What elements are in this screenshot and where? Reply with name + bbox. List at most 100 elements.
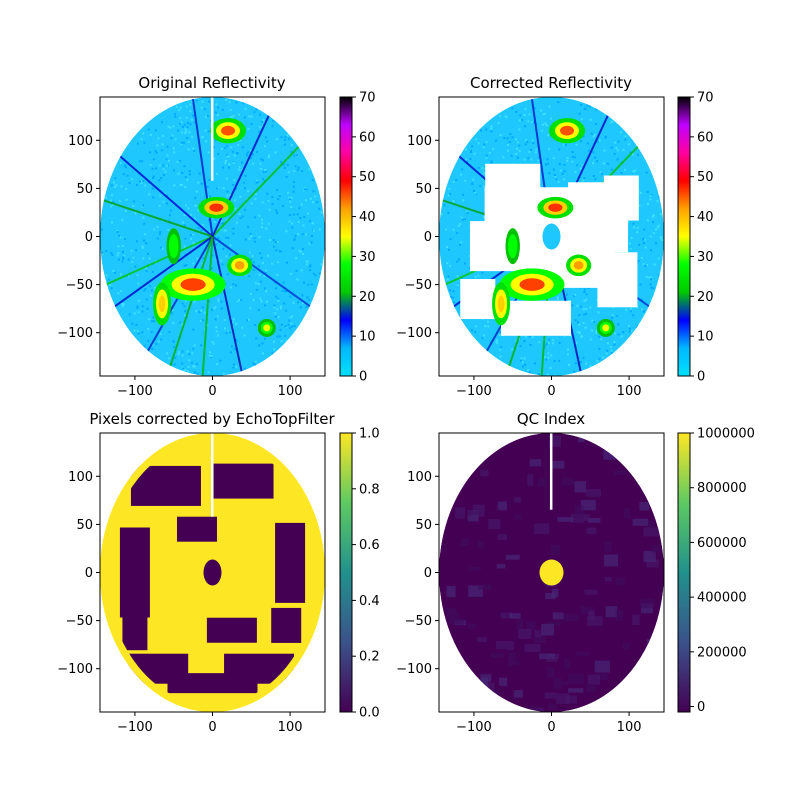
speckle <box>548 148 551 151</box>
colorbar-tick-label: 1.0 <box>359 427 380 442</box>
speckle <box>121 304 124 307</box>
speckle <box>597 335 600 338</box>
speckle <box>307 212 310 215</box>
speckle <box>299 306 302 309</box>
speckle <box>125 187 128 190</box>
speckle <box>148 318 151 321</box>
speckle <box>207 151 210 154</box>
speckle <box>545 124 548 127</box>
speckle <box>642 242 645 245</box>
texture-patch <box>614 470 627 476</box>
speckle <box>109 199 112 202</box>
speckle <box>234 284 237 287</box>
speckle <box>231 320 234 323</box>
speckle <box>292 190 295 193</box>
speckle <box>542 113 545 116</box>
speckle <box>300 203 303 206</box>
speckle <box>611 120 614 123</box>
texture-patch <box>604 577 612 582</box>
speckle <box>276 308 279 311</box>
speckle <box>520 357 523 360</box>
speckle <box>483 334 486 337</box>
speckle <box>617 323 620 326</box>
central-disc <box>542 223 561 250</box>
speckle <box>257 282 260 285</box>
speckle <box>283 143 286 146</box>
speckle <box>277 299 280 302</box>
speckle <box>285 290 288 293</box>
speckle <box>477 166 480 169</box>
speckle <box>265 227 268 230</box>
speckle <box>639 283 642 286</box>
speckle <box>592 175 595 178</box>
speckle <box>474 331 477 334</box>
speckle <box>250 115 253 118</box>
speckle <box>653 263 656 266</box>
speckle <box>499 348 502 351</box>
speckle <box>143 345 146 348</box>
speckle <box>230 146 233 149</box>
speckle <box>277 198 280 201</box>
speckle <box>249 232 252 235</box>
speckle <box>643 228 646 231</box>
y-tick-label: −100 <box>57 662 93 677</box>
speckle <box>247 225 250 228</box>
speckle <box>158 204 161 207</box>
speckle <box>524 143 527 146</box>
speckle <box>131 178 134 181</box>
speckle <box>165 164 168 167</box>
speckle <box>579 361 582 364</box>
speckle <box>652 221 655 224</box>
speckle <box>153 320 156 323</box>
speckle <box>225 177 228 180</box>
speckle <box>121 244 124 247</box>
speckle <box>622 331 625 334</box>
speckle <box>225 255 228 258</box>
speckle <box>559 169 562 172</box>
speckle <box>114 186 117 189</box>
speckle <box>292 301 295 304</box>
speckle <box>136 307 139 310</box>
speckle <box>318 207 321 210</box>
speckle <box>229 115 232 118</box>
y-tick-label: 50 <box>76 518 93 533</box>
speckle <box>580 103 583 106</box>
speckle <box>150 289 153 292</box>
speckle <box>632 222 635 225</box>
speckle <box>495 139 498 142</box>
speckle <box>597 311 600 314</box>
speckle <box>640 256 643 259</box>
speckle <box>248 275 251 278</box>
speckle <box>260 257 263 260</box>
speckle <box>187 207 190 210</box>
speckle <box>556 296 559 299</box>
speckle <box>289 295 292 298</box>
speckle <box>181 368 184 371</box>
texture-patch <box>662 570 664 578</box>
speckle <box>192 242 195 245</box>
speckle <box>475 138 478 141</box>
texture-patch <box>586 527 597 535</box>
speckle <box>219 359 222 362</box>
speckle <box>548 338 551 341</box>
clutter-spoke <box>211 141 304 238</box>
speckle <box>215 330 218 333</box>
speckle <box>236 300 239 303</box>
speckle <box>531 336 534 339</box>
x-tick-label: −100 <box>456 384 492 399</box>
texture-patch <box>576 651 590 656</box>
speckle <box>299 250 302 253</box>
speckle <box>279 250 282 253</box>
speckle <box>213 307 216 310</box>
speckle <box>579 167 582 170</box>
texture-patch <box>467 623 477 629</box>
speckle <box>216 315 219 318</box>
speckle <box>262 119 265 122</box>
speckle <box>630 329 633 332</box>
speckle <box>235 365 238 368</box>
speckle <box>585 293 588 296</box>
speckle <box>183 165 186 168</box>
speckle <box>217 298 220 301</box>
speckle <box>220 148 223 151</box>
